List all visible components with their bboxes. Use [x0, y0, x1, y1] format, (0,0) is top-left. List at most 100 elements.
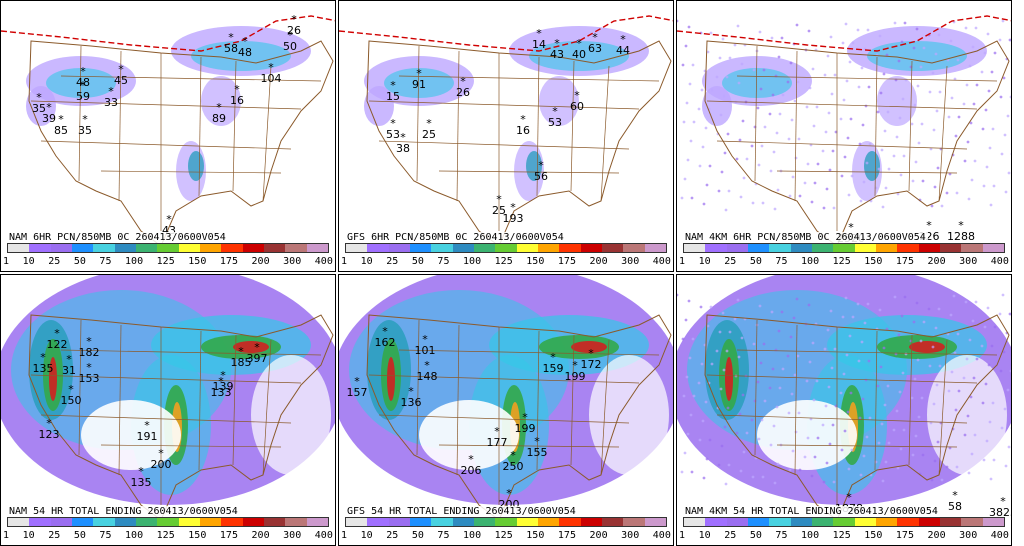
colorbar-swatch [811, 244, 834, 252]
svg-text:*: * [552, 105, 558, 118]
colorbar-tick-label: 100 [125, 530, 144, 541]
precip-marker: *16 [230, 83, 244, 107]
colorbar-swatch [8, 518, 30, 526]
svg-text:35: 35 [32, 102, 46, 115]
svg-text:*: * [848, 221, 854, 234]
svg-text:56: 56 [534, 170, 548, 183]
colorbar-swatch [601, 518, 624, 526]
svg-text:53: 53 [548, 116, 562, 129]
precip-marker: *33 [104, 85, 118, 109]
svg-text:155: 155 [527, 446, 548, 459]
colorbar-swatch [431, 244, 453, 252]
colorbar-swatch [50, 244, 72, 252]
colorbar-swatch [135, 244, 158, 252]
map-panel-p6: *1878*58*3823NAM 4KM 54 HR TOTAL ENDING … [676, 274, 1012, 546]
precip-marker: *177 [487, 425, 508, 449]
colorbar-swatch [854, 244, 876, 252]
colorbar-tick-label: 175 [219, 530, 238, 541]
precip-marker: *26 [287, 13, 301, 37]
svg-text:206: 206 [461, 464, 482, 477]
svg-text:185: 185 [231, 356, 252, 369]
colorbar-tick-label: 150 [526, 256, 545, 267]
colorbar-swatch [982, 244, 1004, 252]
colorbar-swatch [285, 518, 307, 526]
precip-map-p1: *58*48*50*26*45*48*59 *33*35 *39 *85*35*16*… [1, 13, 335, 247]
precip-marker: *139 [213, 369, 234, 393]
colorbar-swatch [473, 244, 496, 252]
svg-text:*: * [80, 65, 86, 78]
colorbar-swatch [285, 244, 307, 252]
panel-title: GFS 54 HR TOTAL ENDING 260413/0600V054 [345, 506, 578, 517]
colorbar-tick-label: 200 [927, 256, 946, 267]
colorbar-swatch [346, 518, 368, 526]
svg-text:*: * [144, 419, 150, 432]
precip-marker: *40 [572, 37, 586, 61]
colorbar-ticks: 1 10 25 50 75 100 125 150 175 200 300 400 [3, 530, 333, 542]
colorbar-swatch [388, 518, 410, 526]
colorbar-swatch [221, 518, 243, 526]
svg-text:85: 85 [54, 124, 68, 137]
colorbar-tick-label: 50 [749, 256, 762, 267]
colorbar-swatch [644, 244, 666, 252]
precip-marker: *44 [616, 33, 630, 57]
colorbar-swatch [452, 244, 474, 252]
svg-text:*: * [534, 435, 540, 448]
svg-text:*: * [66, 353, 72, 366]
colorbar-tick-label: 1 [3, 256, 10, 267]
precip-marker: *91 [412, 67, 426, 91]
svg-text:135: 135 [131, 476, 152, 489]
precip-map-p3: *2520*126*1288 [677, 15, 1011, 247]
colorbar-tick-label: 150 [526, 530, 545, 541]
colorbar-tick-label: 1 [3, 530, 10, 541]
svg-text:*: * [40, 351, 46, 364]
svg-text:14: 14 [532, 38, 546, 51]
precip-marker: *104 [261, 61, 282, 85]
colorbar-swatch [790, 244, 812, 252]
svg-text:*: * [952, 489, 958, 502]
colorbar-tick-label: 175 [219, 256, 238, 267]
map-panel-p2: * 14 * 43 * 40 * 63 * 44 * 91 * 15 * 26 * 53 * 25 * 38 * 16 * 53 *… [338, 0, 674, 272]
svg-text:*: * [382, 325, 388, 338]
colorbar-tick-label: 300 [959, 530, 978, 541]
svg-text:*: * [494, 425, 500, 438]
svg-text:*: * [408, 385, 414, 398]
colorbar-tick-label: 150 [864, 530, 883, 541]
svg-text:45: 45 [114, 74, 128, 87]
precip-marker: *150 [61, 383, 82, 407]
colorbar-ticks: 1 10 25 50 75 100 125 150 175 200 300 400 [3, 256, 333, 268]
colorbar-swatch [29, 244, 51, 252]
colorbar-swatch [705, 518, 727, 526]
colorbar-swatch [135, 518, 158, 526]
precip-marker: *123 [39, 417, 60, 441]
svg-text:*: * [242, 35, 248, 48]
svg-text:*: * [510, 201, 516, 214]
svg-text:*: * [538, 159, 544, 172]
precip-marker: *199 [565, 359, 586, 383]
colorbar-tick-label: 75 [775, 256, 788, 267]
colorbar-tick-label: 1 [679, 530, 686, 541]
colorbar-tick-label: 25 [48, 256, 61, 267]
precip-marker: *159 [543, 351, 564, 375]
svg-text:*: * [220, 369, 226, 382]
colorbar-swatch [939, 518, 962, 526]
colorbar-swatch [769, 244, 791, 252]
svg-text:159: 159 [543, 362, 564, 375]
svg-text:*: * [82, 113, 88, 126]
svg-text:*: * [354, 375, 360, 388]
colorbar-swatch [623, 244, 645, 252]
svg-text:*: * [520, 113, 526, 126]
precip-marker: *48 [76, 65, 90, 89]
svg-text:59: 59 [76, 90, 90, 103]
colorbar-ticks: 1 10 25 50 75 100 125 150 175 200 300 400 [679, 530, 1009, 542]
colorbar-tick-label: 50 [73, 256, 86, 267]
map-panel-p1: * 58 * 48 * 50 * 26 * 45 * 48 * 59 * 33 * 35 * 39 * 85 * 35 * 16 *… [0, 0, 336, 272]
precip-map-p2: *14 *43*40*63*44*91*15*26*53*25*38*16*53*… [339, 15, 673, 247]
precip-marker: *191 [137, 419, 158, 443]
panel-title: NAM 4KM 6HR PCN/850MB 0C 260413/0600V054 [683, 232, 928, 243]
svg-text:*: * [234, 83, 240, 96]
svg-text:122: 122 [47, 338, 68, 351]
svg-text:*: * [86, 335, 92, 348]
svg-text:*: * [118, 63, 124, 76]
svg-text:48: 48 [76, 76, 90, 89]
